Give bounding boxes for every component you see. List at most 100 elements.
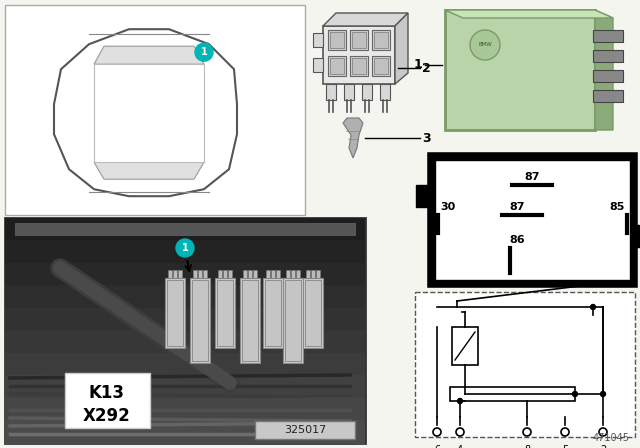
Bar bbox=[173, 270, 177, 278]
Bar bbox=[306, 270, 310, 278]
Bar bbox=[452, 327, 478, 365]
Bar bbox=[193, 270, 197, 278]
Bar bbox=[228, 270, 232, 278]
Bar bbox=[165, 278, 185, 348]
Bar bbox=[242, 280, 258, 361]
Bar bbox=[291, 270, 295, 278]
Bar bbox=[255, 421, 355, 439]
Bar bbox=[283, 278, 303, 363]
Bar bbox=[344, 84, 354, 100]
Polygon shape bbox=[395, 13, 408, 84]
Circle shape bbox=[591, 305, 595, 310]
Bar bbox=[352, 32, 366, 48]
Circle shape bbox=[176, 239, 194, 257]
Text: 325017: 325017 bbox=[284, 425, 326, 435]
Bar bbox=[5, 285, 365, 309]
Bar bbox=[243, 270, 247, 278]
Bar bbox=[5, 218, 365, 443]
Text: 5: 5 bbox=[562, 445, 568, 448]
Bar bbox=[5, 353, 365, 376]
Polygon shape bbox=[595, 10, 613, 130]
Text: 30: 30 bbox=[440, 202, 456, 212]
Bar bbox=[5, 218, 365, 241]
Bar bbox=[5, 398, 365, 422]
Circle shape bbox=[523, 428, 531, 436]
Text: 471045: 471045 bbox=[593, 433, 630, 443]
Bar bbox=[352, 58, 366, 74]
Text: 2: 2 bbox=[422, 61, 431, 74]
Bar bbox=[593, 30, 623, 42]
Text: 1: 1 bbox=[413, 59, 422, 72]
Bar bbox=[192, 280, 208, 361]
Bar bbox=[248, 270, 252, 278]
Bar bbox=[5, 308, 365, 332]
Bar bbox=[265, 280, 281, 346]
Bar bbox=[328, 30, 346, 50]
Bar bbox=[313, 33, 323, 47]
Bar bbox=[430, 155, 635, 285]
Bar bbox=[445, 10, 595, 130]
Bar bbox=[5, 5, 305, 215]
Text: 86: 86 bbox=[509, 235, 525, 245]
Text: X292: X292 bbox=[83, 407, 131, 425]
Bar bbox=[285, 280, 301, 361]
Text: 1: 1 bbox=[182, 243, 188, 253]
Bar bbox=[316, 270, 320, 278]
Bar bbox=[593, 90, 623, 102]
Circle shape bbox=[600, 392, 605, 396]
Circle shape bbox=[458, 399, 463, 404]
Bar bbox=[223, 270, 227, 278]
Bar bbox=[323, 26, 395, 84]
Text: 2: 2 bbox=[600, 445, 606, 448]
Bar bbox=[435, 160, 630, 280]
Bar bbox=[65, 373, 150, 428]
Bar bbox=[5, 331, 365, 354]
Bar bbox=[198, 270, 202, 278]
Bar bbox=[240, 278, 260, 363]
Bar bbox=[374, 32, 388, 48]
Bar bbox=[305, 280, 321, 346]
Bar bbox=[415, 292, 635, 437]
Bar bbox=[380, 84, 390, 100]
Circle shape bbox=[599, 428, 607, 436]
Bar bbox=[303, 278, 323, 348]
Polygon shape bbox=[54, 29, 237, 196]
Circle shape bbox=[573, 392, 577, 396]
Polygon shape bbox=[94, 46, 204, 64]
Bar bbox=[374, 58, 388, 74]
Bar bbox=[593, 70, 623, 82]
Bar bbox=[276, 270, 280, 278]
Bar bbox=[218, 270, 222, 278]
Polygon shape bbox=[94, 162, 204, 179]
Polygon shape bbox=[323, 13, 408, 26]
Text: 8: 8 bbox=[524, 445, 530, 448]
Text: K13: K13 bbox=[89, 384, 125, 402]
Bar bbox=[190, 278, 210, 363]
Bar bbox=[328, 56, 346, 76]
Text: 85: 85 bbox=[609, 202, 625, 212]
Text: 1: 1 bbox=[200, 47, 207, 57]
Bar bbox=[266, 270, 270, 278]
Bar bbox=[635, 225, 640, 247]
Bar bbox=[5, 263, 365, 287]
Bar bbox=[271, 270, 275, 278]
Bar bbox=[330, 32, 344, 48]
Bar bbox=[167, 280, 183, 346]
Circle shape bbox=[470, 30, 500, 60]
Bar bbox=[450, 387, 575, 401]
Bar bbox=[5, 375, 365, 399]
Text: BMW: BMW bbox=[478, 43, 492, 47]
Text: 3: 3 bbox=[422, 132, 431, 145]
Bar bbox=[178, 270, 182, 278]
Bar bbox=[263, 278, 283, 348]
Polygon shape bbox=[94, 64, 204, 162]
Circle shape bbox=[561, 428, 569, 436]
Text: 6: 6 bbox=[434, 445, 440, 448]
Bar bbox=[372, 56, 390, 76]
Bar bbox=[362, 84, 372, 100]
Bar bbox=[217, 280, 233, 346]
Polygon shape bbox=[445, 10, 613, 18]
Text: 4: 4 bbox=[457, 445, 463, 448]
Circle shape bbox=[433, 428, 441, 436]
Text: 87: 87 bbox=[509, 202, 525, 212]
